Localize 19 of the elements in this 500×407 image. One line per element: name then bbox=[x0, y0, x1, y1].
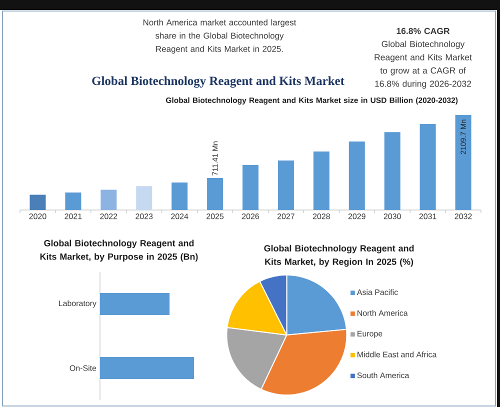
text: North America market accounted largest share in the Global Biotechnology Reagent and Kits Market in 2025. bbox=[143, 19, 296, 54]
bar bbox=[30, 194, 46, 210]
bar bbox=[455, 114, 472, 210]
bar bbox=[65, 192, 82, 210]
bar bbox=[420, 124, 436, 210]
chart-title: Global Biotechnology Reagent and Kits Market, by Purpose in 2025 (Bn) bbox=[40, 240, 198, 262]
bar bbox=[136, 186, 152, 210]
bar bbox=[384, 132, 400, 210]
text: Global Biotechnology Reagent and Kits Market bbox=[92, 76, 344, 88]
text: 16.8% CAGR bbox=[396, 28, 450, 34]
text: Global Biotechnology Reagent and Kits Market to grow at a CAGR of 16.8% during 2026-2032 bbox=[374, 40, 472, 89]
bar bbox=[100, 190, 117, 210]
bar bbox=[207, 178, 224, 210]
bar bbox=[172, 182, 188, 210]
bar bbox=[278, 160, 294, 210]
bar bbox=[348, 142, 365, 210]
bar bbox=[313, 151, 330, 210]
bar bbox=[242, 164, 259, 210]
chart-title: Global Biotechnology Reagent and Kits Market, by Region In 2025 (%) bbox=[264, 244, 414, 267]
